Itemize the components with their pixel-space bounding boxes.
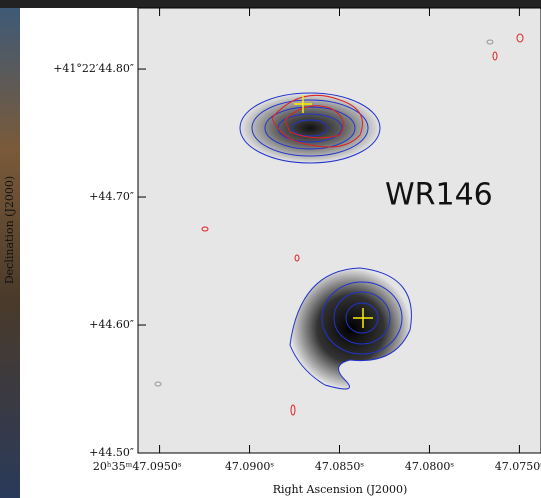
chart: WR146 Right Ascension (J2000) Declinatio… (0, 0, 541, 498)
top-strip (0, 0, 541, 8)
x-tick-label: 47.0900ˢ (225, 460, 274, 473)
y-axis-label: Declination (J2000) (3, 176, 16, 284)
annotation: WR146 (385, 178, 493, 213)
x-tick-label: 20ʰ35ᵐ47.0950ˢ (93, 460, 182, 473)
y-tick-label: +41°22′44.80″ (53, 62, 134, 75)
x-tick-label: 47.0750ˢ (495, 460, 541, 473)
x-tick-label: 47.0800ˢ (405, 460, 454, 473)
y-tick-label: +44.50″ (89, 446, 134, 459)
y-tick-label: +44.70″ (89, 190, 134, 203)
x-tick-label: 47.0850ˢ (315, 460, 364, 473)
y-tick-label: +44.60″ (89, 318, 134, 331)
x-axis-label: Right Ascension (J2000) (273, 483, 408, 496)
